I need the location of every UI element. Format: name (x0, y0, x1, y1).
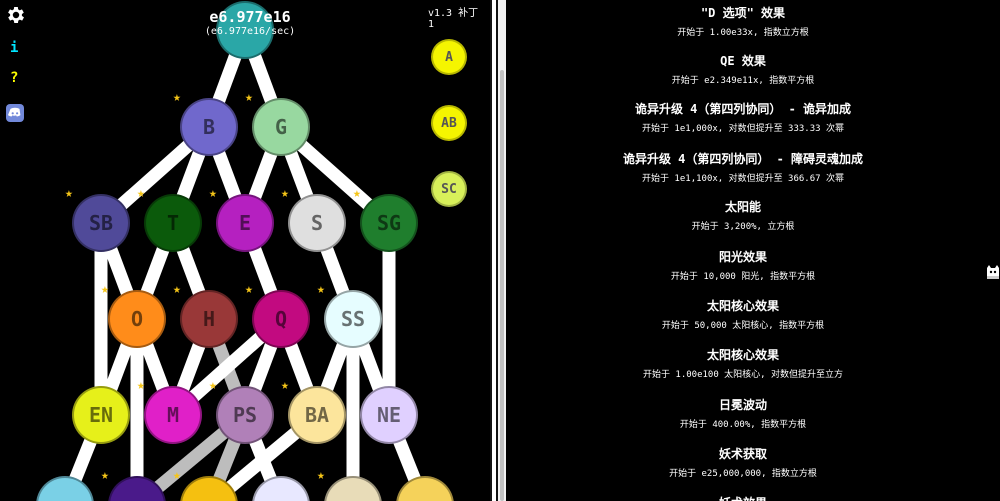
softcap-entry: 诡异升级 4（第四列协同） - 诡异加成开始于 1e1,000x, 对数但提升至… (506, 100, 980, 134)
cat-helper-icon[interactable] (986, 264, 1000, 280)
side-layer-ab[interactable]: AB (431, 105, 467, 141)
layer-node-ba[interactable]: BA (288, 386, 346, 444)
star-icon: ★ (245, 90, 253, 105)
layer-node-o[interactable]: O (108, 290, 166, 348)
layer-node-ss[interactable]: SS (324, 290, 382, 348)
layer-node-s[interactable]: S (288, 194, 346, 252)
info-icon[interactable]: i (10, 40, 19, 56)
settings-gear-icon[interactable] (5, 4, 27, 30)
softcap-title: 妖术获取 (718, 447, 767, 461)
softcap-title: 太阳核心效果 (706, 348, 779, 362)
layer-node-b[interactable]: B (180, 98, 238, 156)
softcap-description: 开始于 e2.349e11x, 指数平方根 (671, 76, 815, 86)
points-rate: (e6.977e16/sec) (204, 26, 296, 37)
softcap-title: 太阳能 (724, 200, 761, 214)
softcap-description: 开始于 3,200%, 立方根 (691, 222, 795, 232)
softcap-entry: 妖术效果 (506, 494, 980, 501)
star-icon: ★ (209, 378, 217, 393)
layer-node-h[interactable]: H (180, 290, 238, 348)
layer-node-m[interactable]: M (144, 386, 202, 444)
star-icon: ★ (65, 186, 73, 201)
star-icon: ★ (137, 378, 145, 393)
softcap-description: 开始于 50,000 太阳核心, 指数平方根 (661, 321, 825, 331)
softcap-description: 开始于 1e1,100x, 对数但提升至 366.67 次幂 (642, 174, 844, 184)
softcap-entry: 日冕波动开始于 400.00%, 指数平方根 (506, 396, 980, 430)
star-icon: ★ (209, 186, 217, 201)
softcap-description: 开始于 1.00e100 太阳核心, 对数但提升至立方 (642, 370, 844, 380)
side-layer-a[interactable]: A (431, 39, 467, 75)
star-icon: ★ (101, 468, 109, 483)
softcap-title: 诡异升级 4（第四列协同） - 障碍灵魂加成 (622, 152, 864, 166)
softcap-description: 开始于 10,000 阳光, 指数平方根 (670, 272, 816, 282)
softcap-title: QE 效果 (720, 54, 766, 68)
star-icon: ★ (281, 378, 289, 393)
layer-node-sg[interactable]: SG (360, 194, 418, 252)
softcap-title: "D 选项" 效果 (700, 6, 786, 20)
star-icon: ★ (173, 90, 181, 105)
side-layer-sc[interactable]: SC (431, 171, 467, 207)
softcap-title: 妖术效果 (506, 494, 980, 501)
star-icon: ★ (173, 468, 181, 483)
scrollbar-thumb[interactable] (500, 70, 504, 501)
softcap-description: 开始于 1.00e33x, 指数立方根 (677, 28, 809, 38)
star-icon: ★ (245, 282, 253, 297)
layer-node-sb[interactable]: SB (72, 194, 130, 252)
star-icon: ★ (173, 282, 181, 297)
softcap-entry: 太阳核心效果开始于 50,000 太阳核心, 指数平方根 (506, 297, 980, 331)
star-icon: ★ (281, 186, 289, 201)
layer-node-top[interactable] (216, 1, 274, 59)
layer-node-t[interactable]: T (144, 194, 202, 252)
softcap-entry: 太阳能开始于 3,200%, 立方根 (506, 198, 980, 232)
layer-node-g[interactable]: G (252, 98, 310, 156)
version-label[interactable]: v1.3 补丁 1 (428, 8, 479, 30)
star-icon: ★ (317, 282, 325, 297)
discord-icon[interactable] (5, 103, 25, 127)
softcap-list: "D 选项" 效果开始于 1.00e33x, 指数立方根 QE 效果开始于 e2.… (506, 0, 980, 501)
star-icon: ★ (317, 468, 325, 483)
softcap-entry: 太阳核心效果开始于 1.00e100 太阳核心, 对数但提升至立方 (506, 346, 980, 380)
softcap-entry: 妖术获取开始于 e25,000,000, 指数立方根 (506, 445, 980, 479)
layer-node-ne[interactable]: NE (360, 386, 418, 444)
softcap-entry: QE 效果开始于 e2.349e11x, 指数平方根 (506, 52, 980, 86)
softcap-title: 日冕波动 (718, 398, 767, 412)
softcap-description: 开始于 1e1,000x, 对数但提升至 333.33 次幂 (642, 124, 844, 134)
layer-node-en[interactable]: EN (72, 386, 130, 444)
resize-handle[interactable] (492, 0, 496, 501)
softcap-entry: 阳光效果开始于 10,000 阳光, 指数平方根 (506, 248, 980, 282)
panel-divider[interactable] (490, 0, 506, 501)
layer-node-e[interactable]: E (216, 194, 274, 252)
softcap-title: 阳光效果 (718, 250, 767, 264)
softcap-title: 太阳核心效果 (706, 299, 779, 313)
points-display: e6.977e16 (209, 8, 291, 26)
star-icon: ★ (137, 186, 145, 201)
softcap-description: 开始于 400.00%, 指数平方根 (679, 420, 807, 430)
softcap-description: 开始于 e25,000,000, 指数立方根 (669, 469, 817, 479)
softcap-entry: 诡异升级 4（第四列协同） - 障碍灵魂加成开始于 1e1,100x, 对数但提… (506, 150, 980, 184)
layer-node-ps[interactable]: PS (216, 386, 274, 444)
softcap-entry: "D 选项" 效果开始于 1.00e33x, 指数立方根 (506, 4, 980, 38)
tree-panel: B ★ G ★ SB ★ T ★ E ★ S ★ SG ★ O ★ H ★ Q ★ SS ★ EN M ★ PS ★ BA ★ NE ★ ★ ★… (0, 0, 490, 501)
layer-node-q[interactable]: Q (252, 290, 310, 348)
star-icon: ★ (101, 282, 109, 297)
star-icon: ★ (353, 186, 361, 201)
softcap-title: 诡异升级 4（第四列协同） - 诡异加成 (634, 102, 852, 116)
help-icon[interactable]: ? (10, 70, 19, 86)
